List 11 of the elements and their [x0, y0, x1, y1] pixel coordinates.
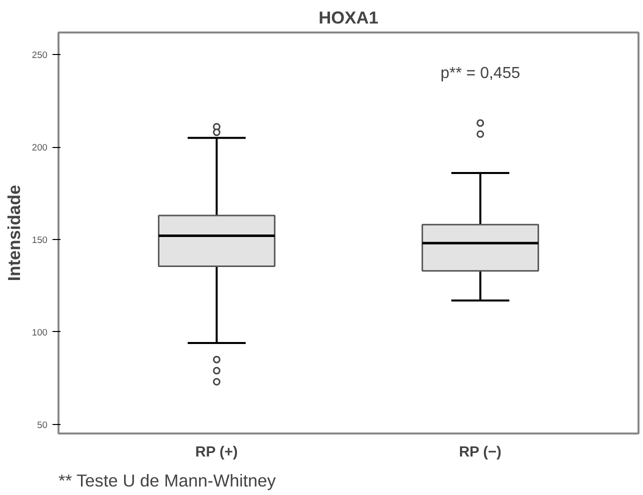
y-tick-label: 200: [32, 142, 48, 153]
text: ** Teste U de Mann-Whitney: [58, 470, 276, 490]
x-tick-label: RP (−): [458, 444, 502, 460]
x-tick-label: RP (+): [195, 444, 238, 460]
annotation: p** = 0,455: [440, 65, 520, 82]
y-tick-label: 100: [32, 327, 48, 338]
chart-title: HOXA1: [318, 8, 379, 28]
y-axis-title: Intensidade: [4, 184, 24, 282]
y-tick-label: 150: [32, 234, 48, 245]
y-tick-label: 50: [37, 420, 48, 430]
y-tick-label: 250: [32, 50, 48, 60]
